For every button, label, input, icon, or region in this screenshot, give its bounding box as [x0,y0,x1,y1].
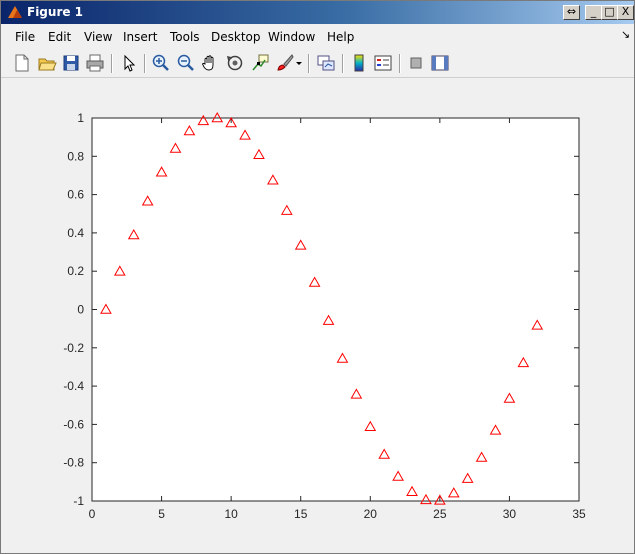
colorbar-icon[interactable] [349,53,369,73]
y-tick-label: 0.8 [67,149,84,163]
triangle-marker [308,276,321,287]
data-markers [100,111,544,505]
triangle-marker [100,303,112,314]
figure-canvas[interactable]: 0 5 10 15 20 25 30 35 -1 -0.8 -0.6 -0.4 -0.2 0 0.2 0.4… [1,79,634,553]
triangle-marker [364,420,377,431]
x-tick-label: 20 [364,507,378,521]
triangle-marker [489,424,502,435]
triangle-marker [155,166,168,177]
triangle-marker [350,388,363,399]
brush-dropdown-icon[interactable] [294,53,304,73]
new-figure-icon[interactable] [12,53,32,73]
x-tick-label: 0 [89,507,96,521]
triangle-marker [503,392,516,403]
triangle-marker [294,239,307,250]
plot-canvas[interactable]: 0 5 10 15 20 25 30 35 -1 -0.8 -0.6 -0.4 -0.2 0 0.2 0.4… [1,79,634,553]
brush-icon[interactable] [275,53,295,73]
pan-hand-icon[interactable] [200,53,220,73]
triangle-marker [280,204,293,215]
x-tick-label: 10 [224,507,238,521]
toolbar-separator [144,54,146,73]
triangle-marker [225,116,238,128]
menu-tools[interactable]: Tools [170,30,200,44]
menu-file[interactable]: File [15,30,36,44]
triangle-marker [113,265,126,276]
triangle-marker [253,148,265,160]
y-tick-label: 0.6 [67,188,84,202]
open-file-icon[interactable] [37,53,57,73]
minimize-button[interactable]: _ [585,5,602,20]
triangle-marker [447,487,460,498]
window-title: Figure 1 [27,5,84,19]
legend-icon[interactable] [373,53,393,73]
link-plot-icon[interactable] [316,53,336,73]
triangle-marker [517,356,530,368]
menu-edit[interactable]: Edit [48,30,72,44]
axes-box[interactable] [91,117,580,502]
x-tick-label: 35 [572,507,586,521]
y-tick-label: 1 [77,111,84,125]
triangle-marker [531,319,544,330]
rotate-3d-icon[interactable] [225,53,245,73]
hide-plot-tools-icon[interactable] [406,53,426,73]
triangle-marker [197,114,210,126]
toolbar-separator [308,54,310,73]
triangle-marker [433,494,446,505]
toolbar-separator [111,54,113,73]
select-arrow-icon[interactable] [119,53,139,73]
y-tick-label: -1 [73,494,84,508]
save-icon[interactable] [61,53,81,73]
menu-overflow-arrow-icon[interactable]: ↘ [621,29,631,41]
triangle-marker [475,451,488,462]
y-tick-label: -0.2 [63,341,84,355]
dock-button[interactable]: ⇔ [563,5,580,20]
print-icon[interactable] [85,53,105,73]
menu-bar: File Edit View Insert Tools Desktop Wind… [1,25,634,47]
triangle-marker [322,314,335,325]
triangle-marker [420,493,432,505]
menu-window[interactable]: Window [268,30,316,44]
y-tick-label: -0.8 [63,456,84,470]
triangle-marker [239,129,251,140]
title-bar[interactable]: Figure 1 ⇔ _ □ X [1,1,634,24]
zoom-in-icon[interactable] [151,53,171,73]
x-tick-label: 5 [158,507,165,521]
maximize-button[interactable]: □ [601,5,618,20]
triangle-marker [378,448,391,459]
figure-toolbar [1,48,634,78]
triangle-marker [127,228,140,240]
triangle-marker [267,174,279,185]
triangle-marker [183,125,196,136]
show-plot-tools-icon[interactable] [430,53,450,73]
y-tick-label: -0.6 [63,417,84,431]
menu-desktop[interactable]: Desktop [211,30,261,44]
y-tick-label: 0.4 [67,226,84,240]
triangle-marker [211,111,224,123]
x-tick-labels: 0 5 10 15 20 25 30 35 [89,507,586,521]
triangle-marker [392,470,404,481]
triangle-marker [461,472,474,483]
triangle-marker [336,352,349,363]
triangle-marker [169,142,182,153]
y-tick-label: -0.4 [63,379,84,393]
menu-insert[interactable]: Insert [123,30,158,44]
triangle-marker [406,485,418,497]
menu-view[interactable]: View [84,30,113,44]
menu-help[interactable]: Help [327,30,355,44]
data-cursor-icon[interactable] [250,53,270,73]
triangle-marker [141,195,154,206]
x-tick-label: 25 [433,507,447,521]
toolbar-separator [399,54,401,73]
x-tick-label: 15 [294,507,308,521]
y-tick-label: 0.2 [67,264,84,278]
matlab-logo-icon [8,6,22,18]
y-tick-labels: -1 -0.8 -0.6 -0.4 -0.2 0 0.2 0.4 0.6 0.8 1 [63,111,84,508]
close-button[interactable]: X [617,5,634,20]
zoom-out-icon[interactable] [176,53,196,73]
axis-ticks [91,117,580,502]
y-tick-label: 0 [77,303,84,317]
toolbar-separator [342,54,344,73]
x-tick-label: 30 [503,507,517,521]
